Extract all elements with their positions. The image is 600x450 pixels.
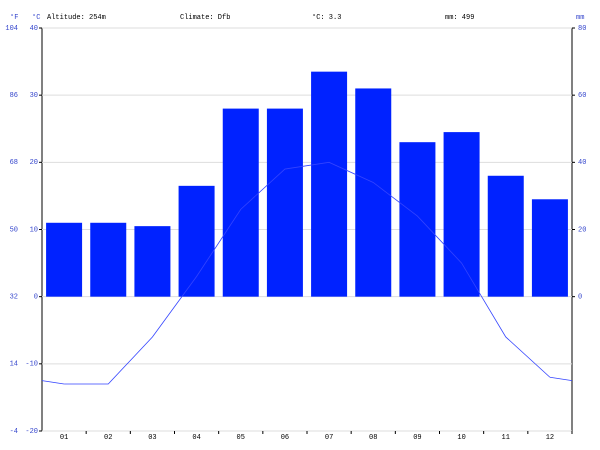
y-tick-label: 0: [34, 294, 38, 302]
annotation: Altitude: 254m: [47, 14, 106, 22]
f-unit: °F: [10, 13, 18, 22]
bar: [487, 175, 524, 297]
y-tick-label: -10: [25, 361, 38, 369]
y2-tick-label: 60: [578, 92, 586, 100]
y3-tick-label: 68: [10, 159, 18, 167]
x-tick-label: 06: [281, 434, 289, 442]
annotation: mm: 499: [445, 14, 474, 22]
bar: [134, 226, 171, 297]
y2-tick-label: 0: [578, 294, 582, 302]
temperature-line: [64, 161, 551, 385]
y3-tick-label: 104: [5, 25, 18, 33]
y2-tick-label: 20: [578, 226, 586, 234]
y3-tick-label: 86: [10, 92, 18, 100]
mm-unit: mm: [576, 14, 584, 22]
x-tick-label: 01: [60, 434, 68, 442]
bar: [399, 142, 436, 297]
x-tick-label: 05: [237, 434, 245, 442]
x-tick-label: 08: [369, 434, 377, 442]
x-tick-label: 02: [104, 434, 112, 442]
y-tick-label: 20: [30, 159, 38, 167]
y3-tick-label: 32: [10, 294, 18, 302]
bar: [531, 199, 568, 297]
x-tick-label: 03: [148, 434, 156, 442]
y2-tick-label: 40: [578, 159, 586, 167]
annotation: °C: 3.3: [312, 13, 341, 22]
bar: [355, 88, 392, 297]
x-tick-label: 04: [192, 434, 200, 442]
line-wrap: [549, 376, 573, 382]
c-unit: °C: [32, 13, 40, 22]
bar: [178, 185, 215, 297]
annotation: Climate: Dfb: [180, 14, 230, 22]
y3-tick-label: -4: [10, 428, 18, 436]
x-tick-label: 12: [546, 434, 554, 442]
x-tick-label: 11: [502, 434, 510, 442]
x-tick-label: 09: [413, 434, 421, 442]
bar: [222, 108, 259, 297]
y-tick-label: 30: [30, 92, 38, 100]
y3-tick-label: 14: [10, 361, 18, 369]
bar: [266, 108, 303, 297]
x-tick-label: 10: [457, 434, 465, 442]
bar: [90, 222, 127, 297]
y3-tick-label: 50: [10, 226, 18, 234]
line-wrap: [41, 380, 65, 385]
x-tick-label: 07: [325, 434, 333, 442]
y2-tick-label: 80: [578, 25, 586, 33]
bar: [46, 222, 83, 297]
y-tick-label: 10: [30, 226, 38, 234]
y-tick-label: -20: [25, 428, 38, 436]
y-tick-label: 40: [30, 25, 38, 33]
bar: [311, 71, 348, 297]
bar: [443, 132, 480, 297]
